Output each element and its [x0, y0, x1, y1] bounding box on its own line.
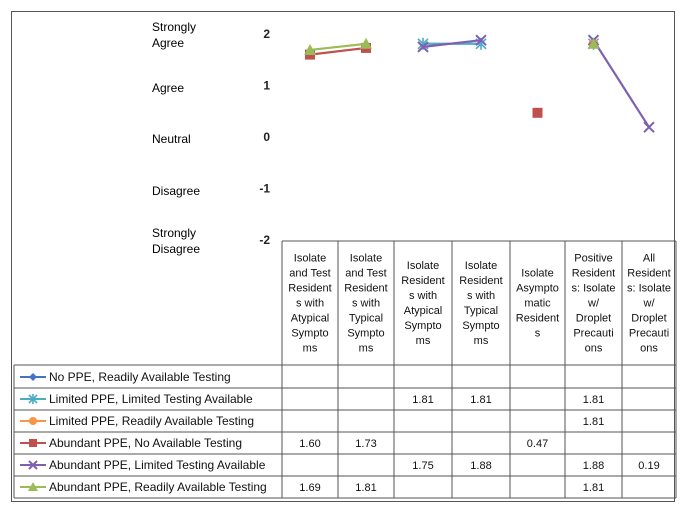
series-line	[309, 46, 367, 56]
data-table: Isolate and Test Resident s with Atypical Sym…	[13, 240, 677, 499]
category-label: Isolate and Test Resident s with Typical Symp…	[344, 253, 387, 355]
data-point	[304, 43, 316, 55]
legend-label: No PPE, Readily Available Testing	[49, 370, 231, 384]
legend-marker	[29, 439, 37, 447]
category-label: Isolate Asympto matic Resident s	[516, 268, 559, 340]
legend-marker	[28, 460, 38, 470]
data-point	[417, 41, 429, 53]
category-label: Isolate and Test Resident s with Atypical Sym…	[288, 253, 331, 355]
table-cell-value: 1.88	[470, 460, 491, 472]
legend-label: Abundant PPE, Limited Testing Available	[49, 458, 266, 472]
legend-label: Limited PPE, Limited Testing Available	[49, 392, 253, 406]
table-cell-value: 1.81	[583, 394, 604, 406]
data-point	[643, 121, 655, 133]
data-point	[587, 37, 600, 49]
series-layer	[304, 34, 655, 133]
series	[305, 42, 543, 118]
table-cell-value: 1.81	[412, 394, 433, 406]
data-point	[475, 34, 487, 46]
legend-label: Abundant PPE, Readily Available Testing	[49, 480, 267, 494]
category-label: Positive Resident s: Isolate w/Droplet Preca…	[571, 253, 615, 355]
data-point	[532, 107, 543, 118]
series-line	[592, 39, 650, 128]
legend-label: Limited PPE, Readily Available Testing	[49, 414, 254, 428]
y-tick-label: -2	[259, 233, 270, 247]
scale-label: Neutral	[152, 132, 191, 146]
legend-marker	[29, 417, 37, 425]
legend-marker	[29, 373, 37, 381]
table-cell-value: 1.88	[583, 460, 604, 472]
series	[304, 37, 600, 55]
table-cell-value: 1.60	[299, 438, 320, 450]
table-cell-value: 0.19	[638, 460, 659, 472]
y-tick-label: 1	[263, 79, 270, 93]
table-cell-value: 0.47	[527, 438, 548, 450]
table-cell-value: 1.73	[355, 438, 376, 450]
category-label: Isolate Resident s with Typical Sympto ms	[459, 260, 502, 347]
table-cell-value: 1.81	[583, 482, 604, 494]
series-line	[422, 39, 482, 48]
category-label: Isolate Resident s with Atypical Sympto ms	[401, 260, 444, 347]
table-cell-value: 1.81	[470, 394, 491, 406]
scale-label: Agree	[152, 80, 185, 95]
category-label: All Resident s: Isolate w/Droplet Precauti on…	[627, 253, 671, 355]
scale-label: Disagree	[152, 183, 201, 198]
table-cell-value: 1.81	[583, 416, 604, 428]
series	[417, 34, 655, 133]
table-cell-value: 1.75	[412, 460, 433, 472]
chart-frame	[11, 11, 675, 502]
series-line	[309, 42, 367, 52]
y-tick-label: 2	[263, 27, 270, 41]
data-point	[360, 37, 372, 49]
legend-marker	[28, 394, 38, 404]
scale-label: Strongly Disagree	[152, 226, 201, 256]
table-cell-value: 1.81	[355, 482, 376, 494]
scale-label: Strongly Agree	[152, 20, 197, 50]
legend-marker	[28, 482, 38, 491]
legend-label: Abundant PPE, No Available Testing	[49, 436, 242, 450]
y-tick-label: 0	[263, 130, 270, 144]
table-cell-value: 1.69	[299, 482, 320, 494]
y-tick-label: -1	[259, 182, 270, 196]
axis-layer: 2 1 0 -1 -2	[259, 27, 270, 247]
